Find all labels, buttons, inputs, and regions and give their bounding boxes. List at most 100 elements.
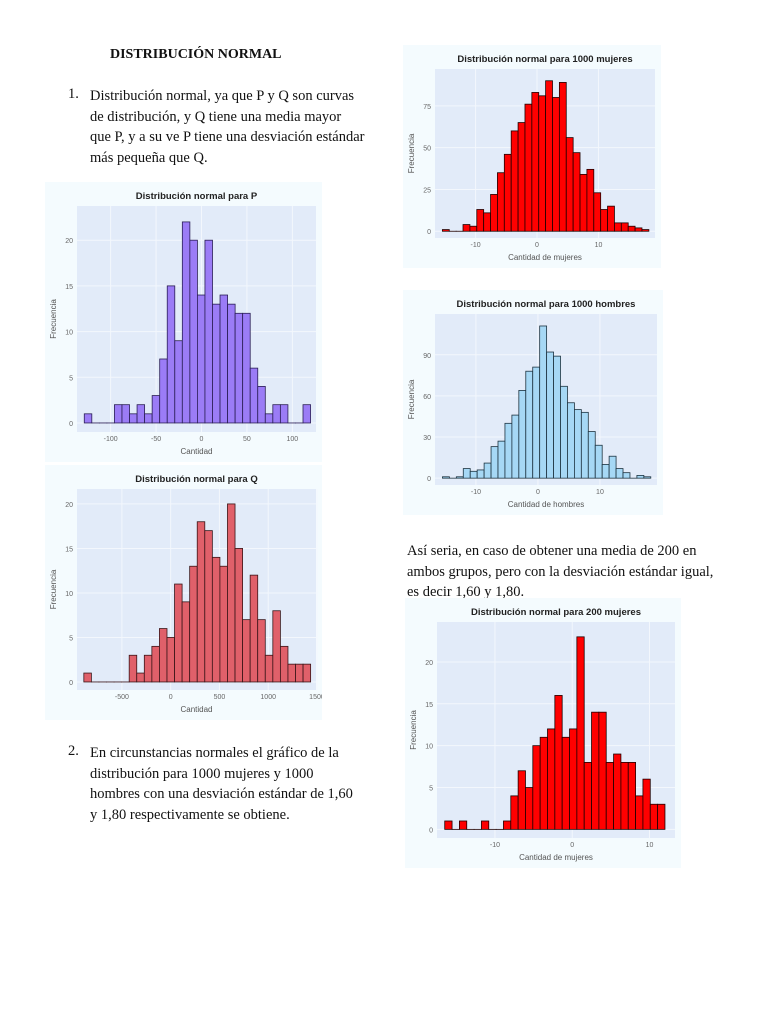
histogram-bar bbox=[166, 637, 175, 683]
y-tick-label: 10 bbox=[425, 744, 433, 751]
y-tick-label: 0 bbox=[69, 421, 73, 428]
histogram-bar bbox=[547, 728, 556, 830]
histogram-bar bbox=[129, 413, 138, 424]
x-tick-label: 100 bbox=[287, 436, 299, 443]
histogram-bar bbox=[601, 464, 610, 479]
histogram-bar bbox=[442, 476, 450, 479]
histogram-bar bbox=[462, 224, 471, 232]
histogram-bar bbox=[574, 409, 582, 479]
histogram-1000-hombres: 0 30 60 90 -10 0 10 Distribución normal para 10… bbox=[403, 290, 663, 515]
histogram-bar bbox=[227, 303, 236, 424]
x-axis-label: Cantidad bbox=[180, 447, 212, 456]
histogram-bar bbox=[151, 395, 161, 424]
histogram-bar bbox=[302, 404, 311, 424]
y-axis-label: Frecuencia bbox=[407, 379, 416, 419]
histogram-bar bbox=[525, 787, 534, 830]
histogram-bar bbox=[83, 413, 93, 424]
y-tick-label: 15 bbox=[65, 546, 73, 553]
histogram-bar bbox=[613, 753, 622, 830]
histogram-bar bbox=[219, 294, 228, 424]
y-tick-label: 5 bbox=[429, 786, 433, 793]
x-tick-label: 1000 bbox=[260, 694, 276, 701]
histogram-bar bbox=[483, 462, 492, 479]
x-tick-label: -10 bbox=[471, 489, 481, 496]
histogram-bar bbox=[272, 404, 281, 424]
chart-title: Distribución normal para 1000 hombres bbox=[457, 299, 636, 310]
histogram-bar bbox=[649, 803, 659, 830]
histogram-bar bbox=[174, 583, 183, 683]
x-tick-label: -50 bbox=[151, 436, 161, 443]
histogram-bar bbox=[189, 565, 198, 683]
y-tick-label: 0 bbox=[69, 680, 73, 687]
histogram-bar bbox=[302, 663, 312, 683]
histogram-bar bbox=[490, 446, 499, 479]
histogram-bar bbox=[614, 222, 622, 232]
y-axis-label: Frecuencia bbox=[49, 299, 58, 339]
histogram-bar bbox=[634, 227, 643, 232]
chart-svg: 0 25 50 75 -10 0 10 Distribución normal para 10… bbox=[407, 54, 655, 262]
x-tick-label: -10 bbox=[490, 842, 500, 849]
chart-title: Distribución normal para Q bbox=[135, 474, 257, 485]
chart-title: Distribución normal para 200 mujeres bbox=[471, 607, 641, 618]
histogram-bar bbox=[539, 325, 548, 479]
histogram-bar bbox=[114, 404, 123, 424]
histogram-p: 0 5 10 15 20 -100 -50 0 50 100 Distribución normal… bbox=[45, 182, 322, 462]
histogram-bar bbox=[504, 422, 513, 479]
x-axis-label: Cantidad de mujeres bbox=[519, 853, 593, 862]
histogram-bar bbox=[552, 97, 560, 232]
histogram-bar bbox=[497, 172, 505, 232]
chart-svg: 0 30 60 90 -10 0 10 Distribución normal para 10… bbox=[407, 299, 657, 509]
chart-title: Distribución normal para 1000 mujeres bbox=[457, 54, 632, 65]
chart-title: Distribución normal para P bbox=[136, 191, 258, 202]
histogram-bar bbox=[136, 672, 145, 683]
histogram-bar bbox=[554, 695, 563, 830]
histogram-bar bbox=[567, 402, 575, 479]
y-axis-label: Frecuencia bbox=[49, 569, 58, 609]
histogram-bar bbox=[620, 222, 629, 232]
histogram-bar bbox=[204, 530, 213, 683]
histogram-bar bbox=[518, 390, 527, 479]
histogram-bar bbox=[204, 239, 213, 424]
histogram-bar bbox=[264, 654, 274, 683]
histogram-bar bbox=[279, 404, 289, 424]
x-axis-label: Cantidad bbox=[180, 705, 212, 714]
y-tick-label: 20 bbox=[65, 502, 73, 509]
histogram-bar bbox=[159, 358, 168, 424]
histogram-bar bbox=[576, 636, 585, 830]
histogram-bar bbox=[128, 654, 138, 683]
histogram-bar bbox=[503, 153, 512, 232]
histogram-bar bbox=[572, 152, 581, 232]
histogram-200-mujeres: 0 5 10 15 20 -10 0 10 Distribución normal para 2… bbox=[405, 598, 681, 868]
histogram-bar bbox=[594, 444, 603, 479]
y-tick-label: 30 bbox=[423, 435, 431, 442]
histogram-bar bbox=[469, 225, 478, 232]
histogram-bar bbox=[532, 366, 541, 479]
x-tick-label: 10 bbox=[595, 242, 603, 249]
histogram-bar bbox=[636, 475, 645, 479]
x-tick-label: 0 bbox=[536, 489, 540, 496]
histogram-bar bbox=[197, 294, 206, 424]
y-tick-label: 5 bbox=[69, 635, 73, 642]
histogram-bar bbox=[643, 476, 652, 479]
histogram-bar bbox=[657, 803, 666, 830]
item1-text: Distribución normal, ya que P y Q son cu… bbox=[90, 88, 365, 166]
histogram-bar bbox=[517, 122, 526, 232]
histogram-bar bbox=[455, 476, 464, 479]
y-tick-label: 20 bbox=[65, 238, 73, 245]
histogram-bar bbox=[144, 413, 153, 424]
histogram-bar bbox=[227, 503, 236, 683]
histogram-bar bbox=[136, 404, 146, 424]
item2-number: 2. bbox=[68, 743, 79, 759]
histogram-bar bbox=[469, 470, 478, 479]
histogram-1000-mujeres: 0 25 50 75 -10 0 10 Distribución normal para 10… bbox=[403, 45, 661, 268]
histogram-bar bbox=[583, 761, 592, 830]
histogram-bar bbox=[560, 385, 568, 479]
histogram-bar bbox=[257, 619, 266, 683]
histogram-bar bbox=[553, 355, 561, 479]
y-tick-label: 0 bbox=[427, 229, 431, 236]
histogram-bar bbox=[627, 225, 636, 232]
histogram-bar bbox=[242, 312, 251, 424]
histogram-bar bbox=[257, 386, 266, 424]
y-tick-label: 50 bbox=[423, 146, 431, 153]
histogram-bar bbox=[287, 663, 296, 683]
